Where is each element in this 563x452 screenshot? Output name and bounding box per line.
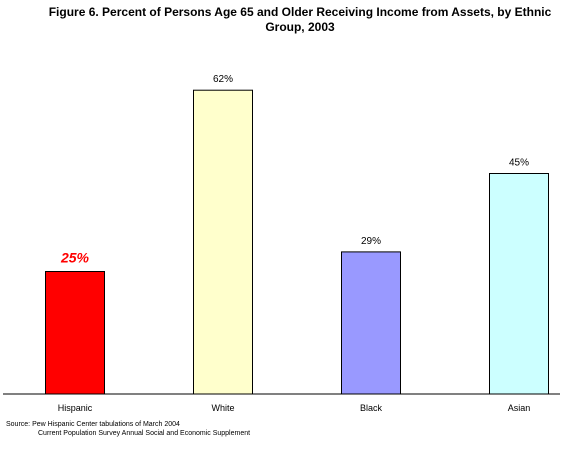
bar-black: [341, 251, 401, 395]
value-label-white: 62%: [213, 74, 233, 85]
category-label-black: Black: [360, 403, 383, 413]
bar-asian: [489, 173, 549, 395]
chart-title: Figure 6. Percent of Persons Age 65 and …: [40, 5, 560, 35]
value-label-hispanic: 25%: [60, 250, 90, 266]
source-line2: Current Population Survey Annual Social …: [38, 430, 251, 437]
category-label-white: White: [211, 403, 234, 413]
source-line1: Source: Pew Hispanic Center tabulations …: [6, 421, 180, 428]
value-label-black: 29%: [361, 236, 381, 247]
category-label-asian: Asian: [508, 403, 531, 413]
bar-white: [193, 89, 253, 395]
category-label-hispanic: Hispanic: [58, 403, 93, 413]
bar-hispanic: [45, 271, 105, 395]
chart-title-line2: Group, 2003: [265, 20, 335, 34]
value-label-asian: 45%: [509, 158, 529, 169]
source-note: Source: Pew Hispanic Center tabulations …: [6, 420, 250, 438]
chart-title-line1: Figure 6. Percent of Persons Age 65 and …: [48, 5, 552, 19]
